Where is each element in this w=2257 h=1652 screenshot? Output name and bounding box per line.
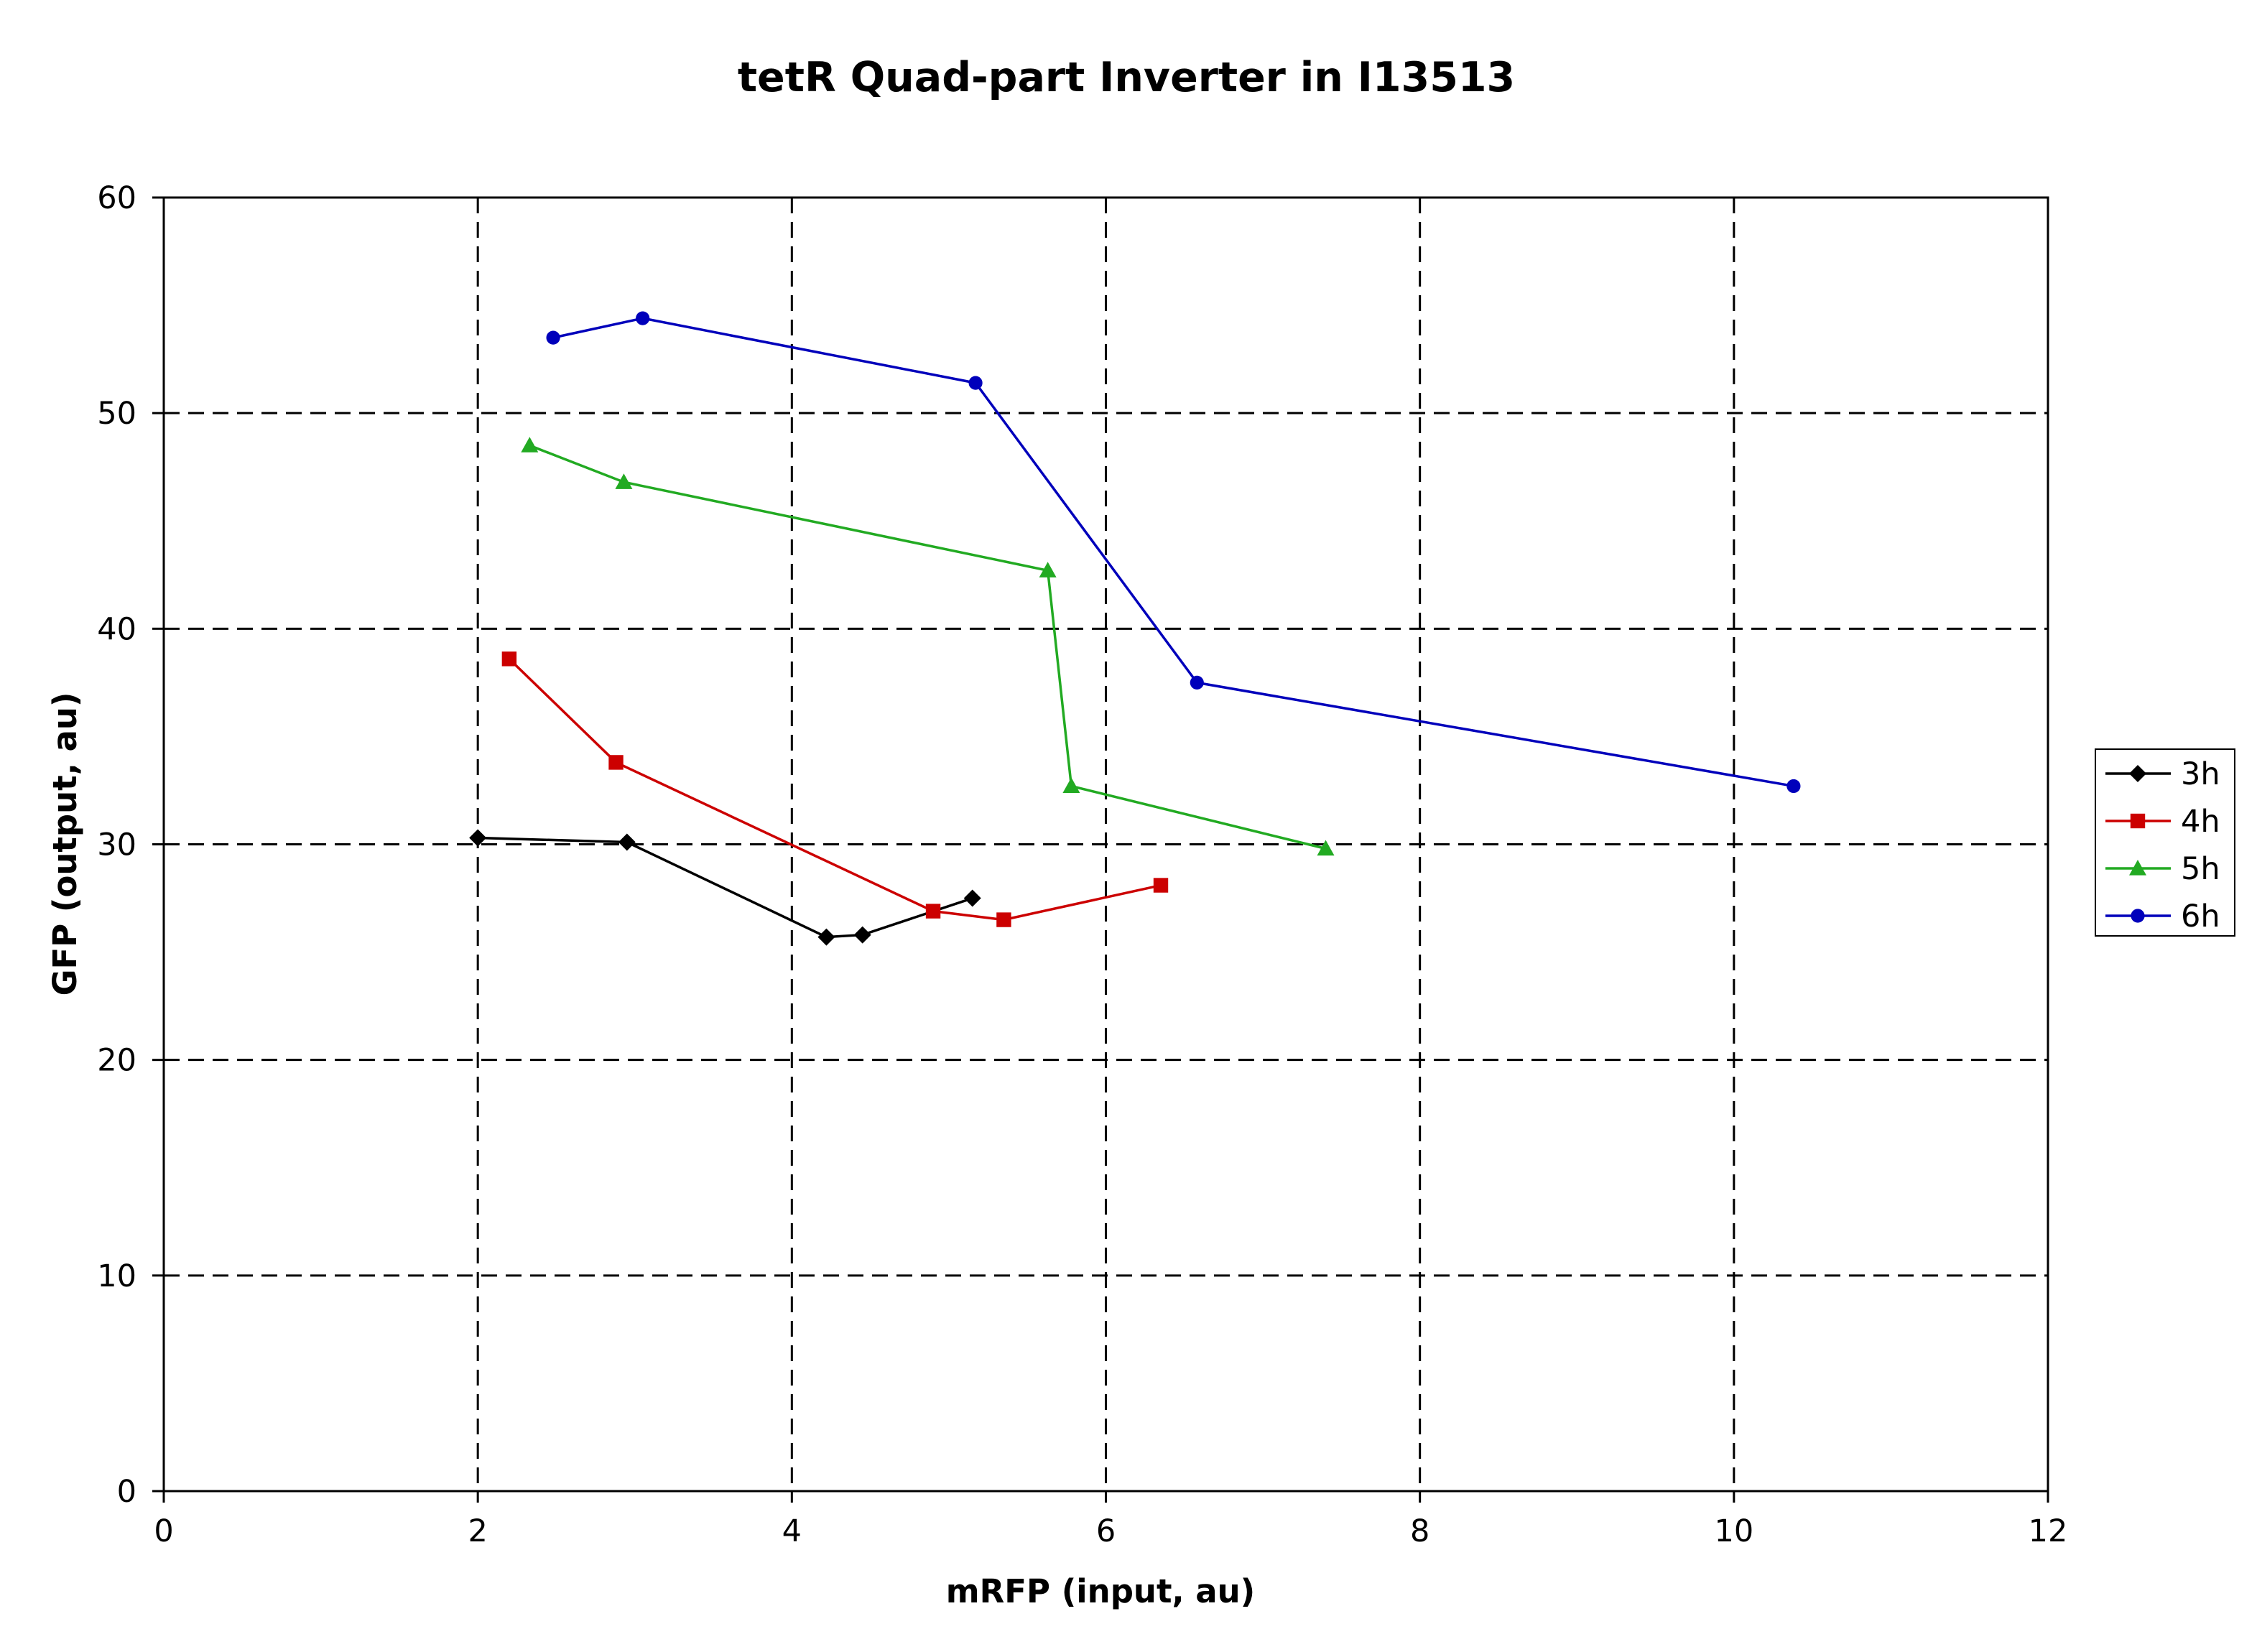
series-3h [469,829,981,946]
y-tick-label: 30 [97,827,136,863]
data-point-3h [817,928,835,946]
series-line-4h [508,658,1162,922]
legend: 3h 4h 5h 6h [2095,748,2235,937]
data-point-4h [925,904,941,919]
x-tick-label: 12 [2029,1513,2068,1549]
legend-box [2095,748,2235,937]
legend-item-6h: 6h [2105,899,2220,934]
data-point-5h [521,437,539,453]
data-point-5h [1317,840,1335,856]
series-6h [546,311,1801,794]
y-tick-label: 10 [97,1258,136,1294]
data-point-6h [636,311,650,325]
legend-label: 4h [2181,804,2220,840]
legend-marker [2129,765,2146,782]
chart-title: tetR Quad-part Inverter in I13513 [738,54,1515,101]
y-tick-label: 20 [97,1043,136,1079]
y-tick-label: 0 [117,1474,136,1510]
data-point-6h [546,330,560,345]
y-tick-label: 60 [97,180,136,216]
legend-label: 3h [2181,756,2220,792]
legend-marker [2131,909,2145,923]
y-axis-title: GFP (output, au) [46,692,84,996]
axis-ticks: 0 2 4 6 8 10 12 0 10 20 30 40 50 60 [97,180,2067,1549]
legend-label: 6h [2181,899,2220,934]
y-tick-label: 50 [97,396,136,432]
data-point-6h [968,376,983,390]
series-4h [501,651,1169,927]
series [469,311,1801,946]
data-point-4h [608,755,624,770]
x-tick-label: 10 [1714,1513,1753,1549]
series-line-3h [478,836,973,939]
x-tick-label: 6 [1096,1513,1116,1549]
legend-item-5h: 5h [2105,851,2220,887]
data-point-3h [618,833,636,851]
series-line-6h [552,317,1794,788]
data-point-4h [501,651,517,667]
series-line-5h [529,444,1326,850]
legend-item-3h: 3h [2105,756,2220,792]
data-point-3h [469,829,487,847]
legend-marker [2129,860,2146,876]
legend-marker [2130,813,2146,829]
x-tick-label: 8 [1410,1513,1429,1549]
y-tick-label: 40 [97,611,136,647]
x-tick-label: 2 [468,1513,487,1549]
data-point-6h [1190,675,1204,690]
x-axis-title: mRFP (input, au) [946,1572,1255,1610]
data-point-5h [1039,562,1057,577]
legend-item-4h: 4h [2105,804,2220,840]
data-point-5h [615,473,633,489]
x-tick-label: 4 [782,1513,802,1549]
data-point-6h [1786,779,1801,794]
grid [164,198,2048,1491]
data-point-4h [996,912,1011,927]
data-point-3h [853,926,871,944]
legend-label: 5h [2181,851,2220,887]
x-tick-label: 0 [154,1513,173,1549]
data-point-5h [1062,777,1080,794]
series-5h [521,437,1335,856]
data-point-4h [1153,878,1169,893]
data-point-3h [963,889,981,907]
